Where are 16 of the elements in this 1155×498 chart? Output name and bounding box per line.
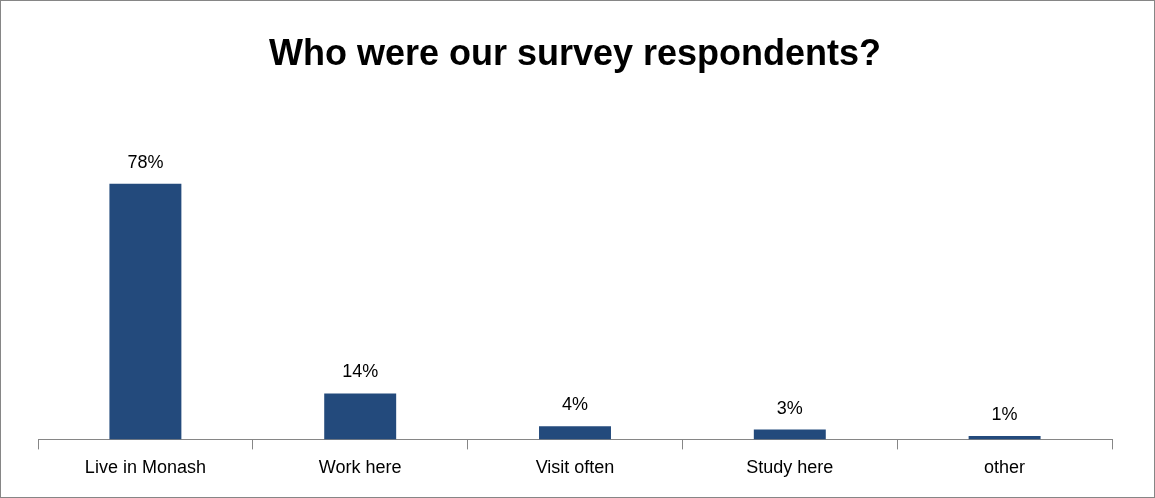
data-label: 3% <box>776 397 803 418</box>
data-label: 1% <box>991 404 1018 425</box>
chart-title: Who were our survey respondents? <box>268 31 882 73</box>
x-tick-label: Live in Monash <box>84 457 206 478</box>
bar <box>968 436 1041 440</box>
bar <box>109 183 182 440</box>
bar <box>753 429 826 440</box>
x-tick-label: Work here <box>318 457 402 478</box>
x-tick-label: Visit often <box>535 457 615 478</box>
x-tick-label: Study here <box>746 457 834 478</box>
data-label: 4% <box>561 394 589 415</box>
data-label: 14% <box>342 361 379 382</box>
bar <box>324 393 397 440</box>
x-tick-label: other <box>984 457 1026 478</box>
bar <box>539 426 611 440</box>
data-label: 78% <box>127 151 164 172</box>
